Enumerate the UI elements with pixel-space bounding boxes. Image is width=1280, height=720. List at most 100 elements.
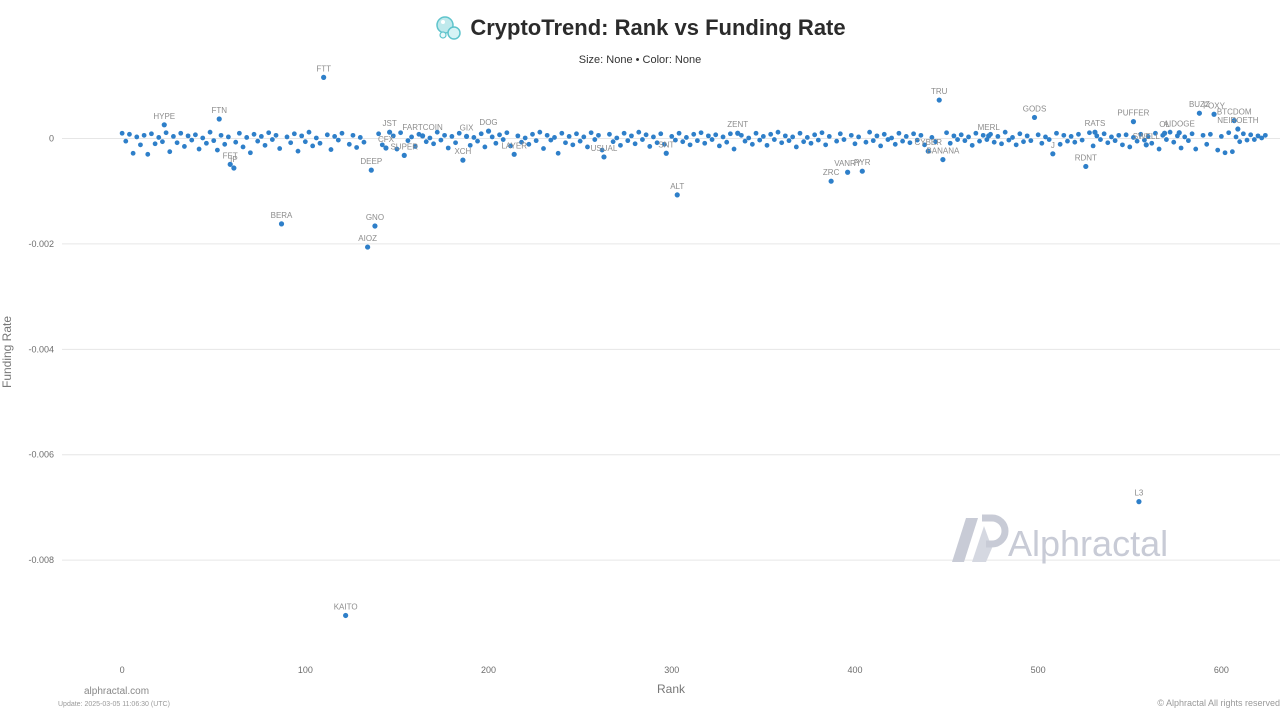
data-point[interactable] — [823, 142, 829, 148]
data-point[interactable] — [1098, 137, 1103, 142]
data-point[interactable] — [585, 144, 590, 150]
data-point[interactable] — [500, 137, 506, 142]
data-point[interactable] — [478, 131, 484, 137]
data-point[interactable] — [742, 138, 748, 144]
data-point[interactable] — [727, 131, 733, 137]
data-point[interactable] — [277, 146, 283, 151]
data-point[interactable] — [1054, 130, 1059, 136]
data-point[interactable] — [357, 135, 363, 140]
data-point[interactable] — [522, 135, 528, 141]
data-point[interactable] — [207, 129, 213, 135]
data-point[interactable] — [302, 139, 308, 145]
data-point[interactable] — [1171, 139, 1177, 145]
data-point[interactable] — [1229, 149, 1235, 155]
data-point[interactable] — [1076, 131, 1081, 137]
data-point[interactable] — [1145, 134, 1151, 139]
data-point[interactable] — [892, 141, 898, 147]
data-point[interactable] — [874, 133, 880, 139]
data-point[interactable] — [647, 144, 653, 149]
data-point[interactable] — [1142, 137, 1147, 143]
data-point[interactable] — [482, 144, 488, 150]
data-point-buzz[interactable] — [1196, 110, 1202, 116]
data-point[interactable] — [123, 138, 129, 144]
data-point[interactable] — [962, 138, 968, 144]
data-point[interactable] — [1079, 137, 1085, 143]
data-point[interactable] — [1262, 132, 1268, 138]
data-point[interactable] — [563, 140, 568, 146]
data-point[interactable] — [614, 135, 620, 141]
data-point[interactable] — [929, 135, 935, 140]
data-point[interactable] — [757, 137, 763, 143]
data-point[interactable] — [456, 130, 462, 136]
data-point[interactable] — [958, 132, 964, 138]
data-point[interactable] — [691, 131, 697, 137]
data-point-gix[interactable] — [463, 133, 470, 140]
data-point[interactable] — [1090, 143, 1096, 149]
data-point[interactable] — [141, 132, 147, 138]
data-point[interactable] — [676, 130, 682, 136]
data-point[interactable] — [574, 131, 579, 137]
data-point[interactable] — [570, 142, 576, 148]
data-point-vanry[interactable] — [845, 169, 851, 175]
data-point[interactable] — [1167, 129, 1173, 135]
data-point[interactable] — [1185, 138, 1191, 144]
data-point[interactable] — [196, 146, 202, 152]
data-point[interactable] — [200, 135, 206, 141]
data-point[interactable] — [218, 132, 224, 138]
data-point[interactable] — [826, 134, 832, 139]
data-point[interactable] — [152, 141, 158, 147]
data-point[interactable] — [515, 133, 521, 139]
data-point[interactable] — [1101, 131, 1107, 137]
data-point[interactable] — [694, 138, 700, 144]
data-point[interactable] — [291, 131, 297, 137]
data-point[interactable] — [174, 140, 180, 146]
data-point[interactable] — [299, 133, 305, 139]
data-point[interactable] — [1255, 133, 1261, 139]
data-point[interactable] — [804, 135, 810, 140]
data-point[interactable] — [768, 131, 774, 137]
data-point[interactable] — [922, 142, 927, 148]
data-point[interactable] — [636, 129, 642, 135]
data-point-pyr[interactable] — [859, 168, 865, 174]
data-point[interactable] — [449, 134, 455, 139]
data-point[interactable] — [1013, 142, 1019, 148]
data-point[interactable] — [251, 131, 257, 137]
data-point[interactable] — [273, 132, 279, 138]
data-point-xch[interactable] — [460, 157, 466, 163]
data-point[interactable] — [269, 137, 275, 142]
data-point[interactable] — [662, 141, 667, 147]
data-point[interactable] — [705, 133, 711, 139]
data-point[interactable] — [471, 135, 477, 140]
data-point[interactable] — [1017, 131, 1023, 137]
data-point[interactable] — [255, 138, 261, 144]
data-point[interactable] — [771, 137, 777, 142]
data-point[interactable] — [225, 134, 231, 140]
data-point[interactable] — [709, 137, 715, 142]
data-point[interactable] — [720, 134, 726, 140]
data-point[interactable] — [412, 144, 418, 149]
data-point[interactable] — [632, 141, 638, 147]
data-point[interactable] — [313, 135, 319, 141]
data-point[interactable] — [680, 139, 686, 145]
data-point[interactable] — [409, 134, 414, 140]
data-point-swell[interactable] — [1143, 142, 1149, 148]
data-point[interactable] — [896, 130, 902, 136]
data-point[interactable] — [1215, 147, 1221, 153]
data-point-puffer[interactable] — [1130, 119, 1137, 125]
data-point[interactable] — [955, 137, 960, 142]
data-point[interactable] — [724, 139, 730, 145]
data-point[interactable] — [1237, 139, 1243, 145]
data-point[interactable] — [211, 138, 217, 144]
data-point[interactable] — [1207, 131, 1213, 137]
data-point[interactable] — [1006, 137, 1012, 143]
data-point-aioz[interactable] — [365, 244, 371, 250]
data-point[interactable] — [779, 140, 785, 146]
data-point[interactable] — [753, 130, 759, 136]
data-point[interactable] — [127, 131, 132, 137]
data-point[interactable] — [951, 133, 957, 139]
data-point-hype[interactable] — [161, 122, 167, 128]
data-point[interactable] — [911, 131, 916, 137]
data-point[interactable] — [354, 145, 360, 150]
data-point[interactable] — [1244, 137, 1250, 143]
data-point-cyber[interactable] — [925, 148, 931, 154]
